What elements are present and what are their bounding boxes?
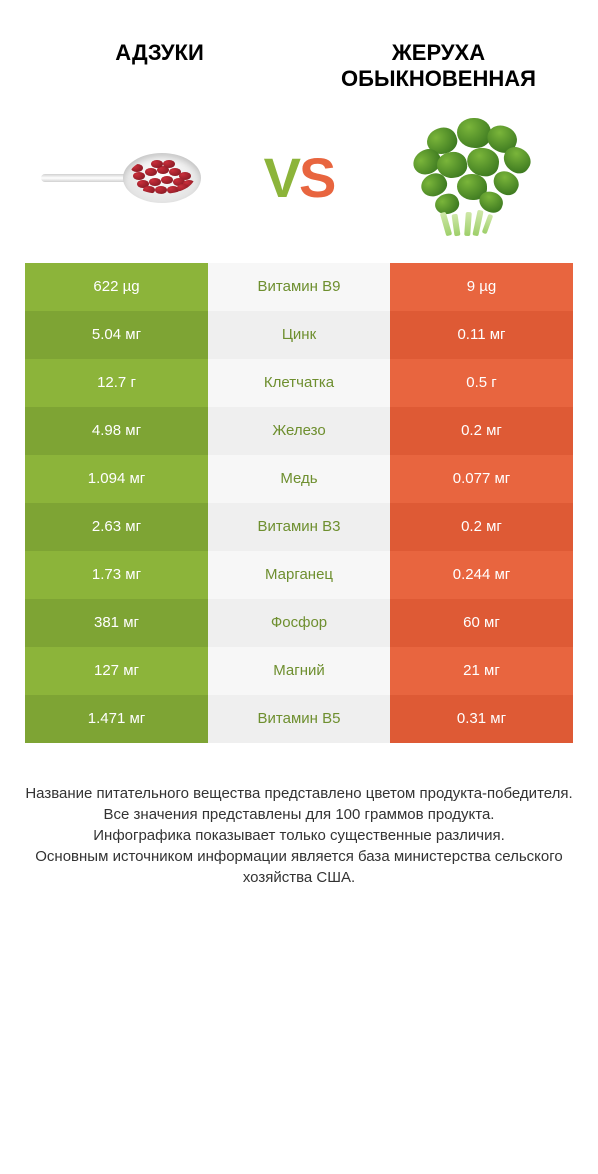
cell-right: 0.31 мг [390,695,573,743]
footer-line: Название питательного вещества представл… [25,783,573,804]
food-image-left [41,123,201,233]
cell-left: 2.63 мг [25,503,208,551]
cell-right: 60 мг [390,599,573,647]
table-row: 1.471 мгВитамин B50.31 мг [25,695,573,743]
table-row: 127 мгМагний21 мг [25,647,573,695]
header-left: АДЗУКИ [20,40,299,93]
food-image-right [397,123,557,233]
cell-right: 0.077 мг [390,455,573,503]
watercress-icon [407,118,547,238]
vs-row: VS [0,103,598,263]
cell-right: 0.2 мг [390,407,573,455]
cell-left: 12.7 г [25,359,208,407]
cell-nutrient: Витамин B3 [208,503,390,551]
cell-left: 622 µg [25,263,208,311]
cell-right: 21 мг [390,647,573,695]
cell-left: 381 мг [25,599,208,647]
cell-right: 0.5 г [390,359,573,407]
footer-line: Все значения представлены для 100 граммо… [25,804,573,825]
footer-line: Инфографика показывает только существенн… [25,825,573,846]
cell-nutrient: Клетчатка [208,359,390,407]
table-row: 4.98 мгЖелезо0.2 мг [25,407,573,455]
cell-right: 9 µg [390,263,573,311]
footer-notes: Название питательного вещества представл… [25,783,573,888]
header-right: ЖЕРУХА ОБЫКНОВЕННАЯ [299,40,578,93]
vs-s: S [299,146,334,209]
table-row: 2.63 мгВитамин B30.2 мг [25,503,573,551]
vs-v: V [264,146,299,209]
title-left: АДЗУКИ [20,40,299,66]
cell-left: 5.04 мг [25,311,208,359]
table-row: 381 мгФосфор60 мг [25,599,573,647]
cell-nutrient: Цинк [208,311,390,359]
cell-nutrient: Витамин B9 [208,263,390,311]
footer-line: Основным источником информации является … [25,846,573,888]
comparison-table: 622 µgВитамин B99 µg5.04 мгЦинк0.11 мг12… [25,263,573,743]
cell-left: 4.98 мг [25,407,208,455]
cell-nutrient: Магний [208,647,390,695]
cell-right: 0.11 мг [390,311,573,359]
cell-nutrient: Железо [208,407,390,455]
cell-nutrient: Медь [208,455,390,503]
cell-left: 1.094 мг [25,455,208,503]
cell-nutrient: Марганец [208,551,390,599]
header: АДЗУКИ ЖЕРУХА ОБЫКНОВЕННАЯ [0,0,598,103]
cell-right: 0.244 мг [390,551,573,599]
spoon-icon [41,148,201,208]
vs-text: VS [264,145,335,210]
cell-nutrient: Фосфор [208,599,390,647]
title-right: ЖЕРУХА ОБЫКНОВЕННАЯ [299,40,578,93]
cell-right: 0.2 мг [390,503,573,551]
table-row: 1.73 мгМарганец0.244 мг [25,551,573,599]
table-row: 12.7 гКлетчатка0.5 г [25,359,573,407]
cell-left: 127 мг [25,647,208,695]
table-row: 1.094 мгМедь0.077 мг [25,455,573,503]
cell-left: 1.73 мг [25,551,208,599]
cell-nutrient: Витамин B5 [208,695,390,743]
table-row: 622 µgВитамин B99 µg [25,263,573,311]
table-row: 5.04 мгЦинк0.11 мг [25,311,573,359]
cell-left: 1.471 мг [25,695,208,743]
